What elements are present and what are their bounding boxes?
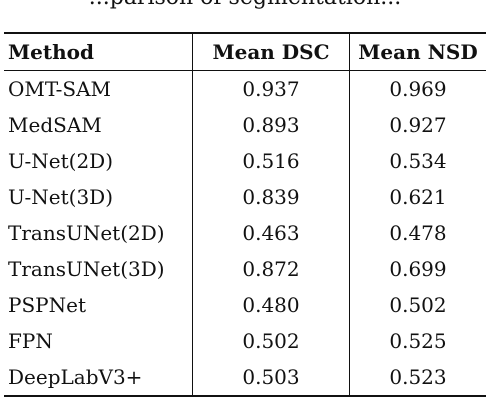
table-row: DeepLabV3+ 0.503 0.523 <box>4 359 486 396</box>
dsc-cell: 0.839 <box>192 179 350 215</box>
method-cell: DeepLabV3+ <box>4 359 193 396</box>
table-row: TransUNet(3D) 0.872 0.699 <box>4 251 486 287</box>
nsd-cell: 0.523 <box>389 365 447 389</box>
method-cell: U-Net(2D) <box>4 143 193 179</box>
header-mean-dsc: Mean DSC <box>192 33 350 71</box>
dsc-cell: 0.937 <box>192 70 350 107</box>
dsc-cell: 0.503 <box>192 359 350 396</box>
table-row: PSPNet 0.480 0.502 <box>4 287 486 323</box>
dsc-cell: 0.502 <box>192 323 350 359</box>
header-mean-nsd: Mean NSD <box>358 40 478 64</box>
dsc-cell: 0.893 <box>192 107 350 143</box>
method-cell: TransUNet(2D) <box>4 215 193 251</box>
nsd-cell: 0.478 <box>389 221 447 245</box>
method-cell: TransUNet(3D) <box>4 251 193 287</box>
nsd-cell: 0.969 <box>389 77 447 101</box>
table-row: FPN 0.502 0.525 <box>4 323 486 359</box>
table-row: U-Net(3D) 0.839 0.621 <box>4 179 486 215</box>
nsd-cell: 0.534 <box>389 149 447 173</box>
nsd-cell: 0.621 <box>389 185 447 209</box>
method-cell: PSPNet <box>4 287 193 323</box>
nsd-cell: 0.927 <box>389 113 447 137</box>
table-row: TransUNet(2D) 0.463 0.478 <box>4 215 486 251</box>
table-row: U-Net(2D) 0.516 0.534 <box>4 143 486 179</box>
results-table: Method Mean DSC Mean NSD OMT-SAM 0.937 0… <box>4 32 486 397</box>
table-row: OMT-SAM 0.937 0.969 <box>4 70 486 107</box>
method-cell: OMT-SAM <box>4 70 193 107</box>
dsc-cell: 0.463 <box>192 215 350 251</box>
dsc-cell: 0.872 <box>192 251 350 287</box>
nsd-cell: 0.525 <box>389 329 447 353</box>
table-header-row: Method Mean DSC Mean NSD <box>4 33 486 71</box>
nsd-cell: 0.502 <box>389 293 447 317</box>
method-cell: FPN <box>4 323 193 359</box>
header-method: Method <box>4 33 193 71</box>
table-caption: ...parison of segmentation... <box>0 0 490 10</box>
table-row: MedSAM 0.893 0.927 <box>4 107 486 143</box>
method-cell: U-Net(3D) <box>4 179 193 215</box>
method-cell: MedSAM <box>4 107 193 143</box>
nsd-cell: 0.699 <box>389 257 447 281</box>
dsc-cell: 0.516 <box>192 143 350 179</box>
dsc-cell: 0.480 <box>192 287 350 323</box>
